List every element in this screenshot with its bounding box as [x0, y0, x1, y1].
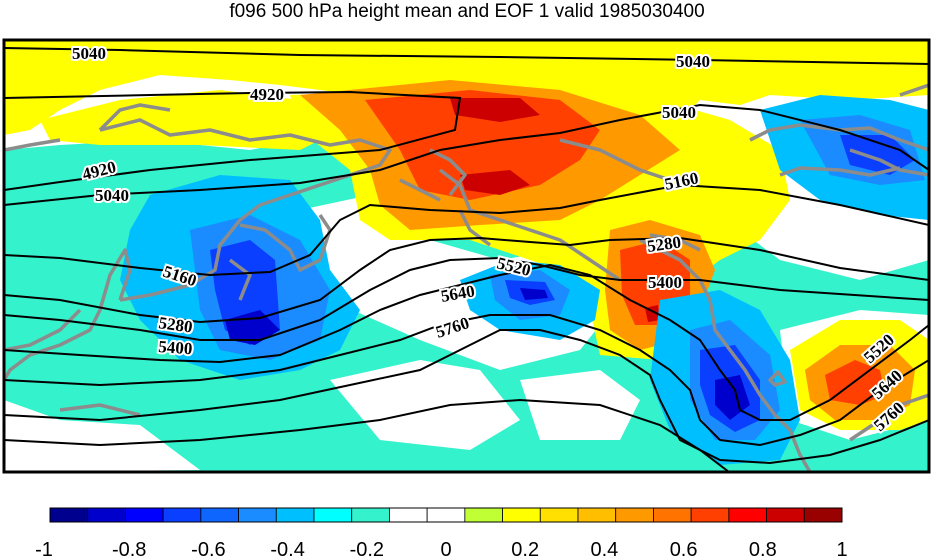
colorbar-swatch: [803, 507, 843, 523]
contour-label: 5040: [662, 103, 696, 122]
colorbar-swatch: [728, 507, 767, 523]
colorbar-swatch: [502, 507, 541, 523]
colorbar-swatch: [653, 507, 692, 523]
contour-label: 5040: [72, 44, 106, 63]
colorbar-tick-label: -1: [35, 539, 53, 558]
colorbar-swatch: [615, 507, 654, 523]
colorbar-swatch: [539, 507, 579, 523]
colorbar-tick-label: -0.6: [191, 539, 225, 558]
contour-label: 4920: [250, 85, 284, 104]
colorbar-swatch: [200, 507, 239, 523]
colorbar-swatch: [351, 507, 390, 523]
colorbar-swatch: [766, 507, 805, 523]
colorbar-tick-label: 0: [440, 539, 451, 558]
colorbar-tick-label: 0.6: [670, 539, 698, 558]
colorbar-tick-label: 0.2: [511, 539, 539, 558]
colorbar-swatch: [125, 507, 164, 523]
colorbar-tick-label: 0.8: [749, 539, 777, 558]
map-title: f096 500 hPa height mean and EOF 1 valid…: [229, 1, 705, 22]
colorbar-swatch: [313, 507, 353, 523]
contour-label: 5040: [676, 52, 710, 71]
colorbar-tick-label: 0.4: [590, 539, 618, 558]
colorbar-tick-label: -0.4: [270, 539, 304, 558]
contour-label: 5640: [439, 281, 476, 306]
colorbar-tick-label: -0.2: [350, 539, 384, 558]
coastlines: [4, 83, 929, 472]
map-frame: [2, 38, 931, 474]
colorbar-tick-label: -0.8: [112, 539, 146, 558]
colorbar-swatch: [162, 507, 202, 523]
colorbar-tick-label: 1: [836, 539, 847, 558]
contour-label: 5040: [95, 186, 129, 205]
colorbar-outline: [49, 507, 843, 523]
colorbar-swatch: [238, 507, 277, 523]
colorbar-swatch: [426, 507, 466, 523]
colorbar-swatch: [87, 507, 126, 523]
colorbar-swatch: [464, 507, 503, 523]
contour-label: 5400: [648, 273, 682, 292]
colorbar-swatch: [275, 507, 315, 523]
colorbar-swatch: [389, 507, 428, 523]
colorbar: -1 -0.8 -0.6 -0.4 -0.2 0 0.2 0.4 0.6 0.8 1: [35, 507, 848, 558]
colorbar-swatch: [49, 507, 89, 523]
height-contours: [4, 47, 929, 472]
colorbar-swatch: [577, 507, 617, 523]
colorbar-swatch: [690, 507, 730, 523]
contour-label: 5400: [158, 337, 193, 358]
